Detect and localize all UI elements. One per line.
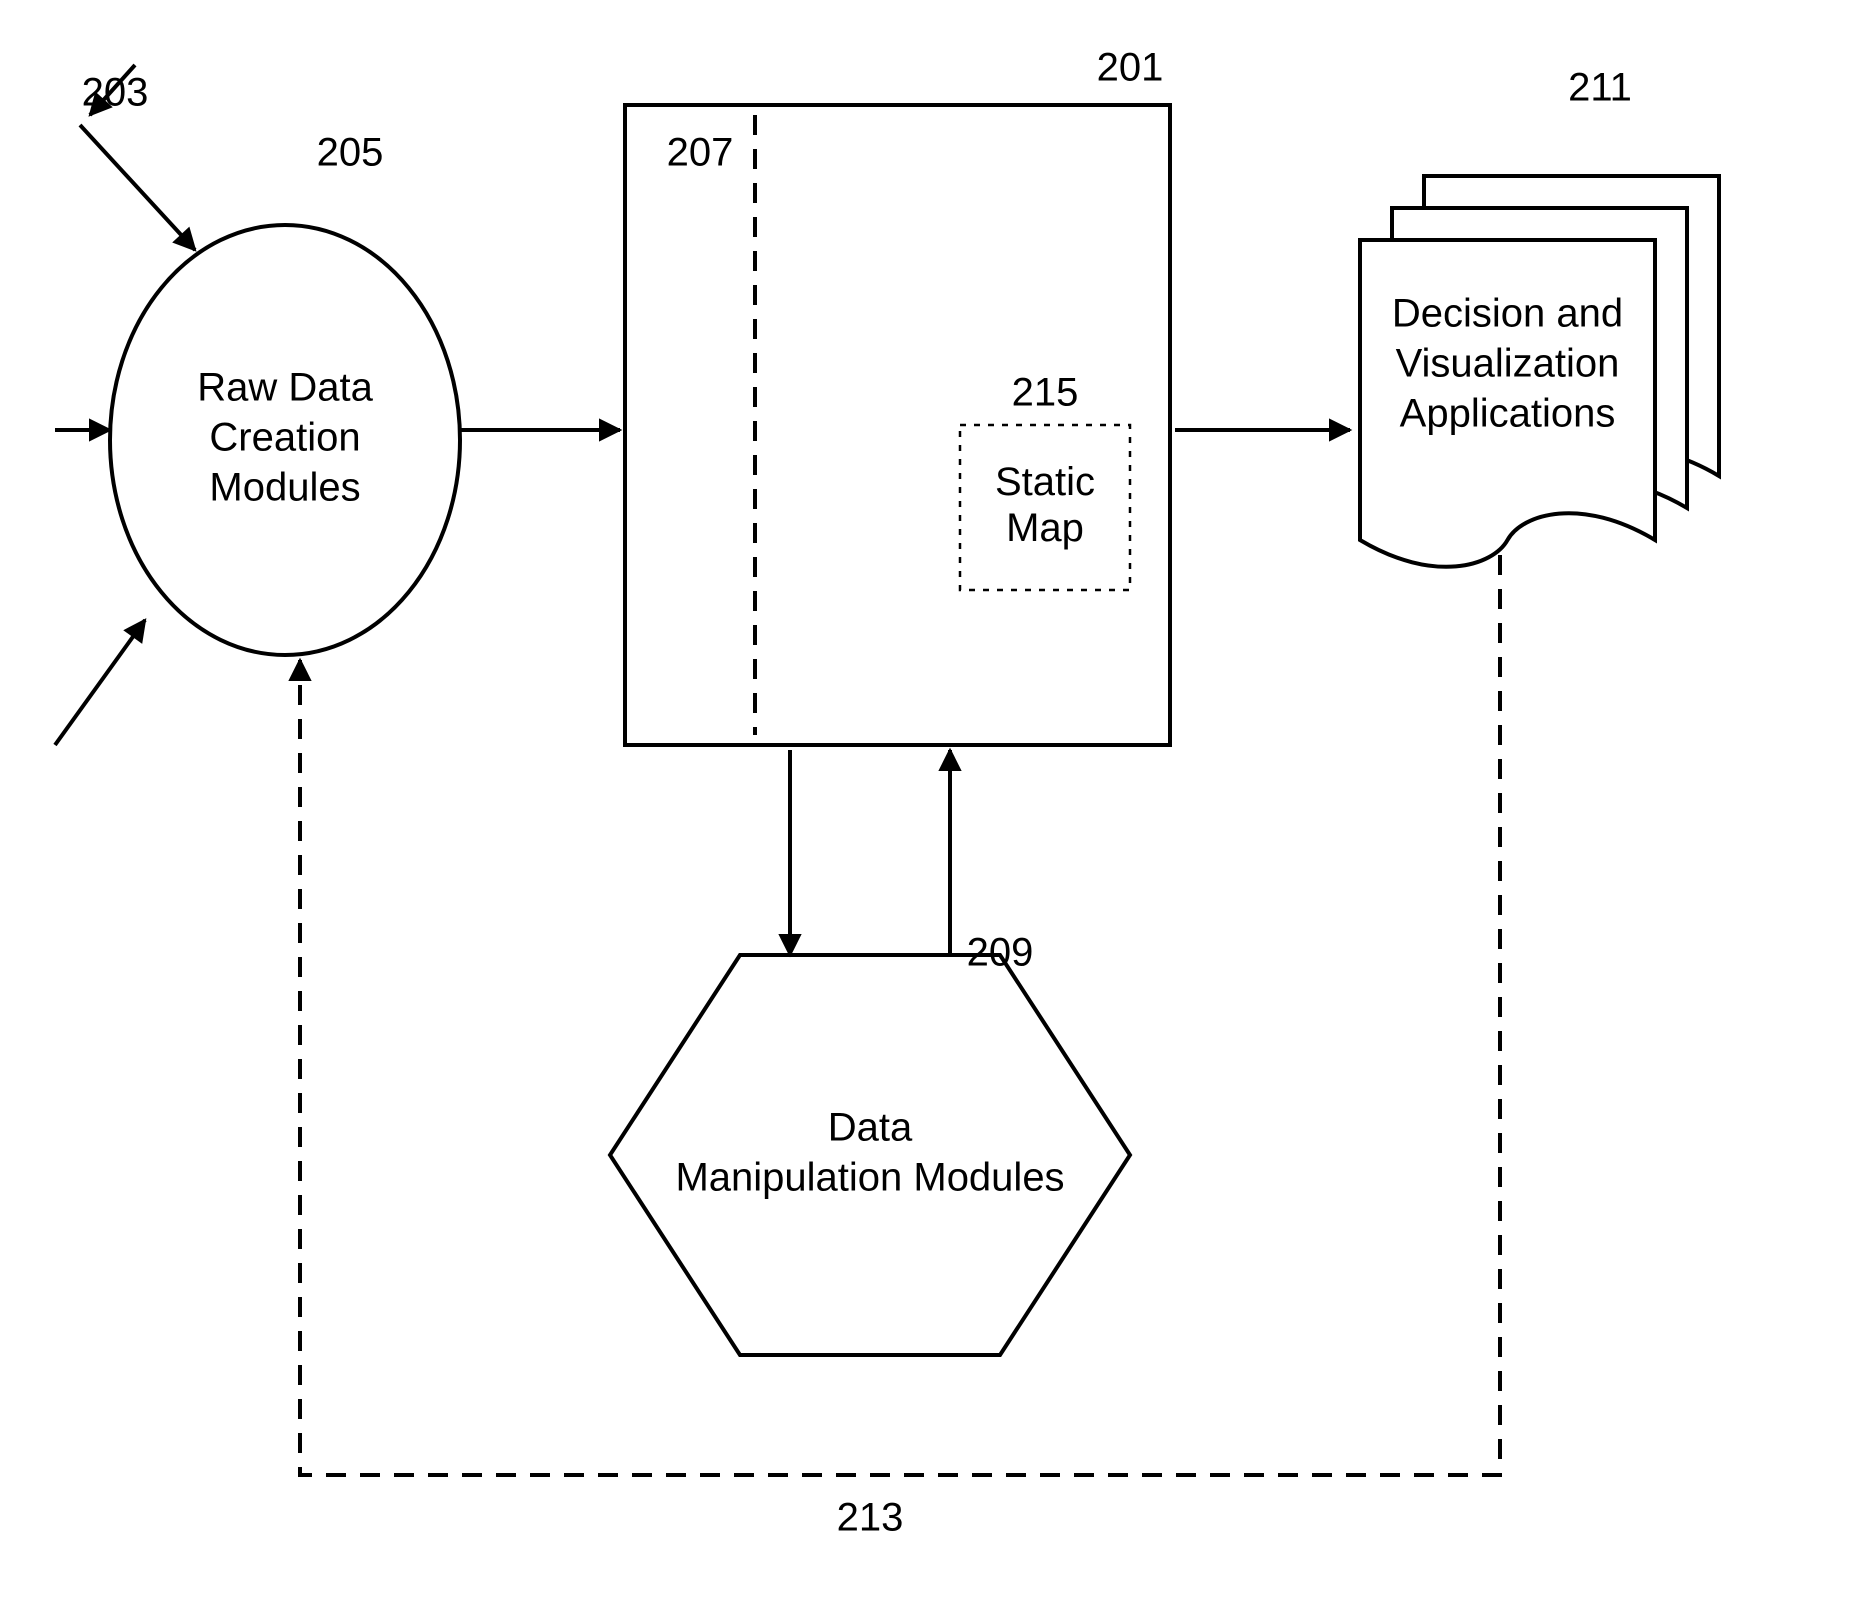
- ref-label-l213: 213: [837, 1496, 904, 1540]
- data-manip-label: Manipulation Modules: [675, 1156, 1064, 1200]
- ref-label-l207: 207: [667, 131, 734, 175]
- raw-data-label: Creation: [209, 416, 360, 460]
- raw-data-label: Raw Data: [197, 366, 373, 410]
- ref-label-l211: 211: [1568, 66, 1632, 110]
- doc-stack-label: Applications: [1400, 392, 1616, 436]
- raw-data-label: Modules: [209, 466, 360, 510]
- static-map-label: Static: [995, 460, 1095, 504]
- arrow-dashed-0: [300, 555, 1500, 1475]
- ref-label-l205: 205: [317, 131, 384, 175]
- ref-label-l215: 215: [1012, 371, 1079, 415]
- ref-label-l209: 209: [967, 931, 1034, 975]
- doc-stack-label: Visualization: [1396, 342, 1620, 386]
- ref-label-l203: 203: [82, 71, 149, 115]
- data-manip-label: Data: [828, 1106, 913, 1150]
- doc-stack-label: Decision and: [1392, 292, 1623, 336]
- static-map-label: Map: [1006, 506, 1084, 550]
- arrow-solid-1: [80, 125, 195, 250]
- ref-label-l201: 201: [1097, 46, 1164, 90]
- arrow-solid-2: [55, 620, 145, 745]
